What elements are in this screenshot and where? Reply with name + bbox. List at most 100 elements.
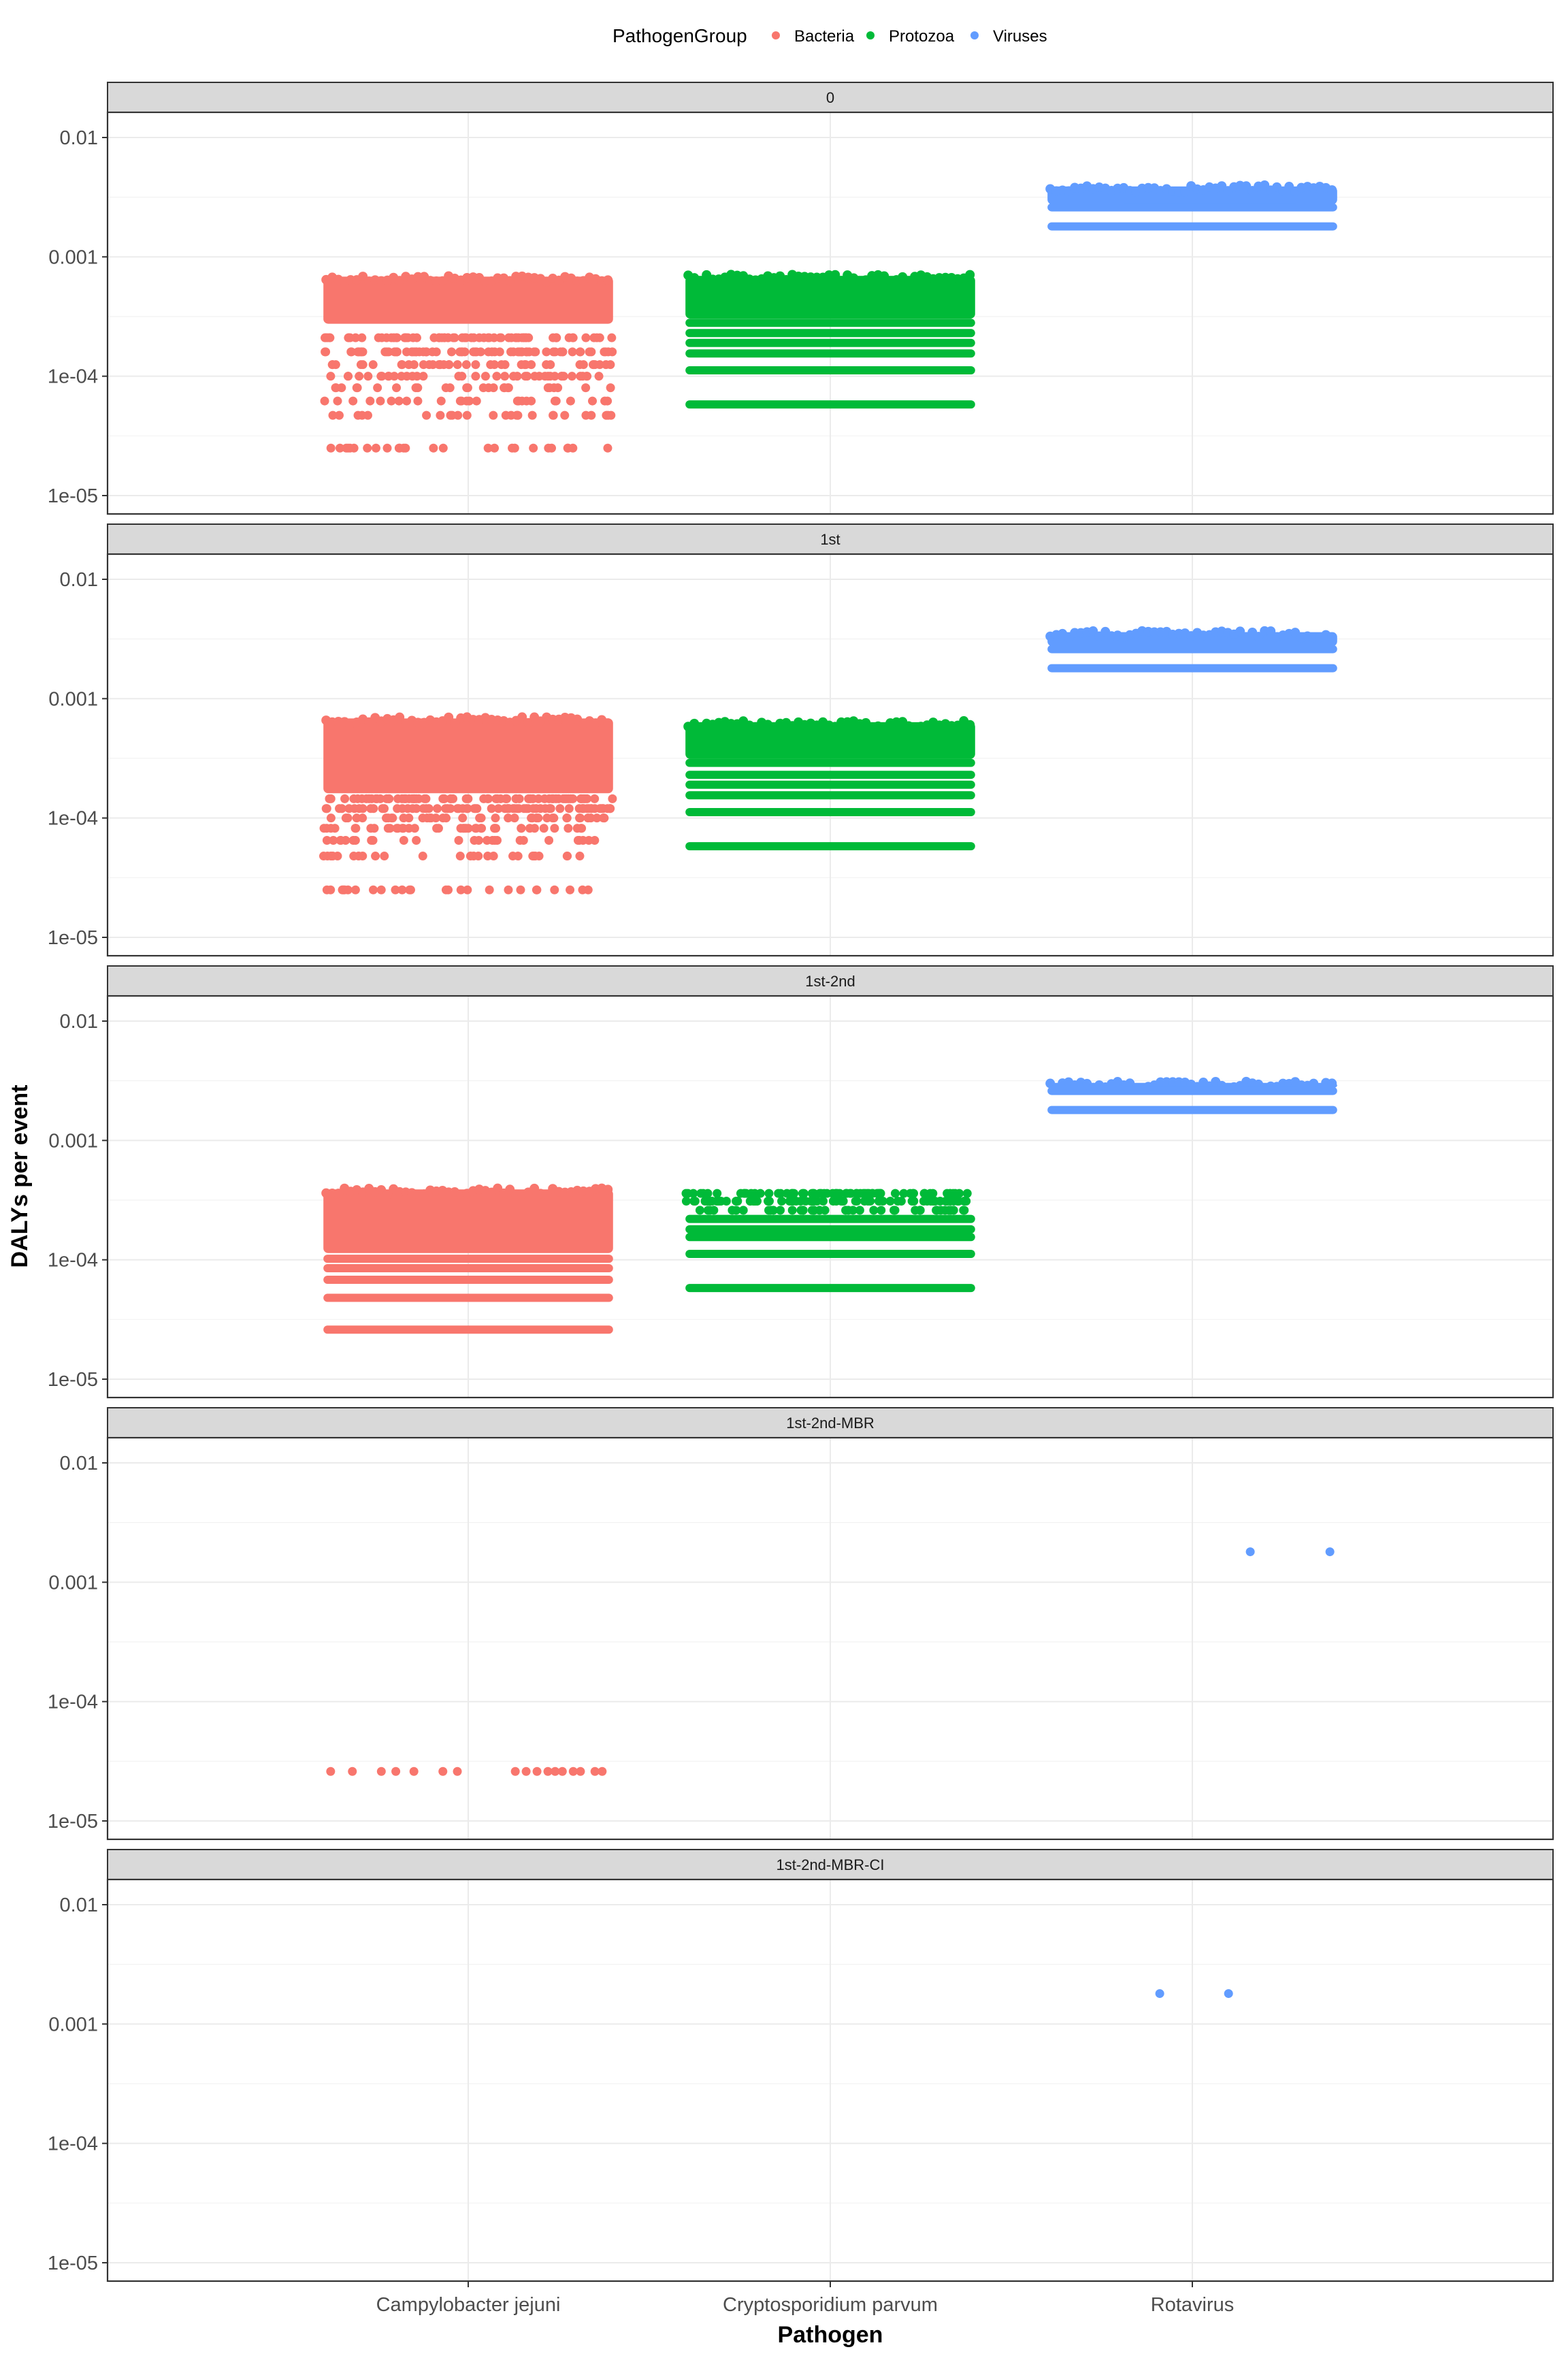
data-point (852, 1197, 862, 1206)
data-point (595, 360, 604, 370)
data-point (869, 1206, 879, 1215)
data-point (350, 824, 360, 833)
data-point (318, 852, 328, 861)
data-point (475, 813, 485, 823)
series-viruses (1045, 626, 1337, 673)
data-point (1327, 185, 1337, 195)
data-point (603, 396, 612, 406)
data-point (371, 443, 380, 453)
data-point (438, 813, 448, 823)
data-point (397, 824, 407, 833)
data-points (318, 626, 1337, 894)
data-point (943, 1189, 952, 1198)
data-point (868, 1189, 877, 1198)
data-point (412, 804, 421, 813)
data-point (836, 276, 847, 286)
data-point (397, 804, 407, 813)
data-point (326, 885, 336, 894)
data-point (539, 824, 549, 833)
data-point (341, 813, 350, 823)
data-point (326, 372, 336, 381)
data-point (962, 1189, 972, 1198)
stripe-level (1047, 664, 1337, 673)
data-point (472, 804, 482, 813)
data-point (319, 824, 329, 833)
data-point (463, 794, 473, 803)
data-point (907, 1197, 917, 1206)
data-point (787, 1197, 796, 1206)
data-point (405, 885, 414, 894)
series-bacteria (321, 1183, 613, 1334)
data-point (392, 347, 402, 357)
data-point (462, 804, 472, 813)
data-point (409, 1766, 419, 1776)
data-point (550, 885, 559, 894)
data-point (566, 885, 575, 894)
data-point (808, 1189, 818, 1198)
data-point (590, 804, 600, 813)
legend-label-protozoa: Protozoa (889, 27, 955, 46)
series-bacteria (320, 271, 617, 453)
data-point (965, 720, 975, 730)
stripe-level (685, 1233, 975, 1242)
data-point (728, 1206, 737, 1215)
data-point (471, 360, 480, 370)
panel-strip (107, 1849, 1554, 1880)
data-point (471, 372, 480, 381)
data-point (353, 410, 363, 420)
data-point (885, 1197, 895, 1206)
data-point (501, 410, 510, 420)
data-point (764, 1197, 774, 1206)
data-point (437, 333, 446, 342)
data-point (356, 360, 365, 370)
panel-strip-label: 1st (820, 531, 840, 548)
data-points (1155, 1989, 1233, 1999)
stripe-level (323, 1255, 613, 1263)
data-point (608, 794, 617, 803)
data-point (383, 824, 393, 833)
data-point (462, 396, 472, 406)
data-point (1245, 1547, 1255, 1557)
data-point (383, 813, 393, 823)
data-point (777, 1197, 787, 1206)
data-point (346, 347, 356, 357)
data-point (495, 333, 505, 342)
data-point (510, 443, 519, 453)
data-point (434, 824, 443, 833)
data-point (588, 396, 598, 406)
data-point (606, 410, 616, 420)
data-point (564, 443, 573, 453)
data-point (414, 794, 423, 803)
panel-3: 1st-2nd 0.01 0.001 1e-04 1e-05 (48, 965, 1554, 1399)
data-point (549, 410, 558, 420)
data-point (439, 360, 448, 370)
data-point (598, 1766, 607, 1776)
legend-key-bacteria (772, 31, 780, 39)
data-point (476, 824, 486, 833)
data-point (455, 852, 465, 861)
y-tick-label: 1e-04 (48, 2133, 98, 2155)
data-point (334, 410, 344, 420)
data-point (583, 813, 593, 823)
series-protozoa (683, 716, 975, 851)
data-point (845, 1189, 855, 1198)
data-point (353, 794, 363, 803)
data-point (732, 1197, 741, 1206)
data-point (859, 1189, 868, 1198)
data-point (577, 824, 587, 833)
data-point (419, 372, 428, 381)
stripe-level (685, 319, 975, 327)
data-point (404, 360, 414, 370)
data-point (776, 1206, 785, 1215)
data-point (485, 333, 494, 342)
data-point (530, 372, 540, 381)
y-tick-label: 0.001 (48, 1572, 98, 1594)
data-point (851, 1189, 861, 1198)
data-point (544, 835, 554, 845)
data-point (487, 804, 496, 813)
data-point (962, 1197, 971, 1206)
data-point (951, 1189, 960, 1198)
x-tick-label: Cryptosporidium parvum (723, 2294, 938, 2316)
data-point (944, 1206, 953, 1215)
